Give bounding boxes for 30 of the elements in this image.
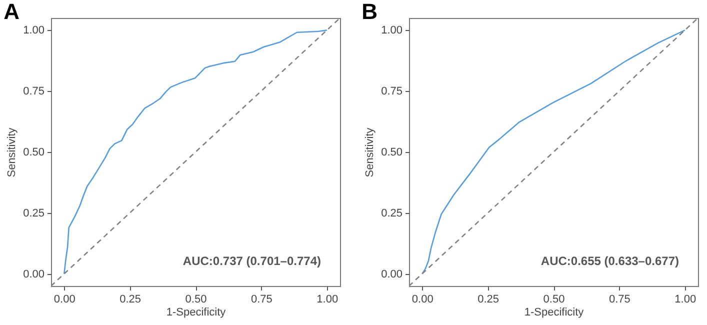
x-tick-label: 0.50 (543, 294, 565, 306)
x-axis-title: 1-Specificity (524, 306, 584, 318)
x-tick-label: 1.00 (674, 294, 696, 306)
y-tick-label: 0.50 (23, 146, 44, 158)
chart-title: B (362, 0, 378, 24)
y-tick-label: 0.75 (23, 86, 44, 98)
y-tick-label: 0.25 (381, 207, 402, 220)
y-tick-label: 1.00 (381, 24, 402, 37)
y-tick-label: 0.25 (23, 207, 44, 220)
x-tick-label: 0.25 (120, 294, 142, 306)
x-tick-label: 0.00 (412, 294, 434, 306)
line-series (63, 30, 328, 274)
y-tick-label: 0.50 (381, 146, 402, 158)
y-tick-label: 0.00 (381, 268, 402, 280)
annotation: AUC:0.737 (0.701–0.774) (182, 254, 321, 268)
x-tick-label: 0.75 (250, 294, 272, 306)
x-axis-title: 1-Specificity (166, 306, 226, 318)
y-tick-label: 0.00 (23, 268, 44, 280)
y-tick-label: 1.00 (23, 24, 44, 37)
x-tick-label: 0.75 (608, 294, 630, 306)
x-tick-label: 0.50 (185, 294, 207, 306)
x-tick-label: 0.00 (54, 294, 76, 306)
y-axis-title: Sensitivity (6, 127, 18, 178)
annotation: AUC:0.655 (0.633–0.677) (540, 254, 679, 268)
y-axis-title: Sensitivity (364, 127, 376, 178)
x-tick-label: 1.00 (316, 294, 338, 306)
y-tick-label: 0.75 (381, 86, 402, 98)
chart-title: A (4, 0, 20, 24)
x-tick-label: 0.25 (478, 294, 500, 306)
line-series (421, 30, 686, 274)
